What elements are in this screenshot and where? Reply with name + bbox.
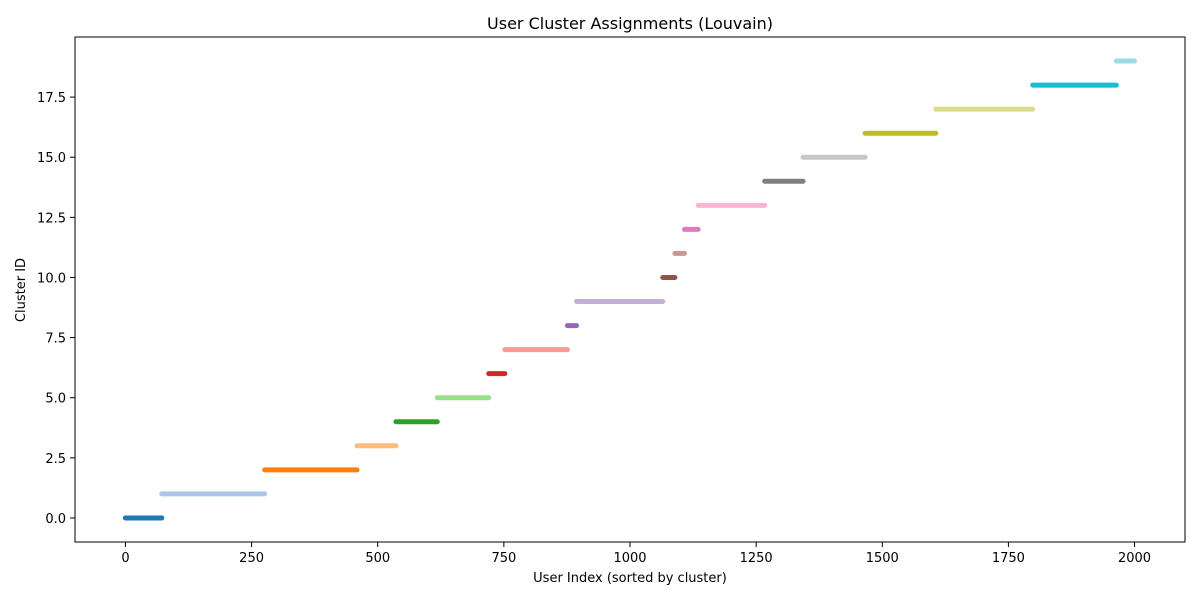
y-tick-label: 7.5	[45, 332, 66, 347]
y-axis-label: Cluster ID	[14, 258, 29, 322]
x-axis-label: User Index (sorted by cluster)	[533, 571, 727, 586]
y-tick-label: 12.5	[37, 211, 66, 226]
y-tick-label: 5.0	[45, 392, 66, 407]
x-tick-label: 1000	[613, 551, 646, 566]
x-tick-label: 500	[365, 551, 390, 566]
x-tick-label: 2000	[1118, 551, 1151, 566]
x-tick-label: 750	[491, 551, 516, 566]
x-tick-label: 0	[121, 551, 129, 566]
x-tick-label: 1250	[740, 551, 773, 566]
x-tick-label: 250	[239, 551, 264, 566]
x-tick-label: 1500	[866, 551, 899, 566]
y-tick-label: 15.0	[37, 151, 66, 166]
x-axis-ticks: 0 250 500 750 1000 1250 1500 1750 2000	[121, 542, 1151, 566]
cluster-marks	[122, 58, 1138, 521]
chart-title: User Cluster Assignments (Louvain)	[487, 14, 773, 33]
y-tick-label: 17.5	[37, 91, 66, 106]
y-axis-ticks: 0.0 2.5 5.0 7.5 10.0 12.5 15.0 17.5	[37, 91, 75, 527]
x-tick-label: 1750	[992, 551, 1025, 566]
y-tick-label: 2.5	[45, 452, 66, 467]
y-tick-label: 10.0	[37, 271, 66, 286]
plot-frame	[74, 36, 1186, 543]
y-tick-label: 0.0	[45, 512, 66, 527]
